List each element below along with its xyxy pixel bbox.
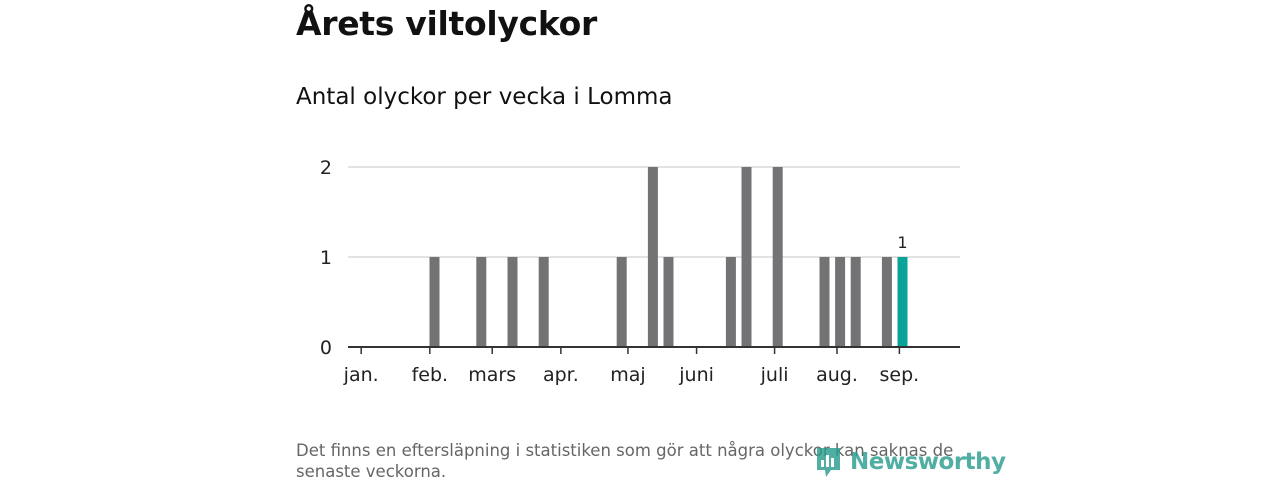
- x-tick-label: juli: [760, 364, 789, 386]
- brand-name: Newsworthy: [850, 449, 1006, 475]
- bar: [725, 257, 736, 347]
- bar-chart: 0 1 2 1 jan. feb. mars apr. maj juni juli aug. sep.: [320, 157, 960, 386]
- x-tick-label: aug.: [816, 364, 858, 386]
- bar: [476, 257, 487, 347]
- bar: [663, 257, 674, 347]
- bar: [819, 257, 830, 347]
- bar: [741, 167, 752, 347]
- y-tick-label: 2: [320, 157, 332, 179]
- bar: [538, 257, 549, 347]
- x-tick-label: maj: [610, 364, 645, 386]
- bar: [772, 167, 783, 347]
- brand-logo: Newsworthy: [814, 444, 1006, 480]
- x-tick-label: apr.: [543, 364, 579, 386]
- x-tick-label: sep.: [880, 364, 920, 386]
- bar: [835, 257, 846, 347]
- x-tick-label: jan.: [343, 364, 379, 386]
- footnote: Det finns en eftersläpning i statistiken…: [296, 441, 954, 481]
- data-label: 1: [897, 233, 907, 252]
- bar: [429, 257, 440, 347]
- newsworthy-logo-icon: [817, 448, 840, 477]
- highlight-bar: [897, 257, 908, 347]
- bar: [850, 257, 861, 347]
- bar: [507, 257, 518, 347]
- x-tick-label: feb.: [412, 364, 448, 386]
- chart-subtitle: Antal olyckor per vecka i Lomma: [296, 84, 673, 110]
- bar: [881, 257, 892, 347]
- y-tick-label: 1: [320, 247, 332, 269]
- x-tick-label: mars: [468, 364, 516, 386]
- bar: [647, 167, 658, 347]
- x-tick-label: juni: [678, 364, 714, 386]
- bar: [616, 257, 627, 347]
- page-title: Årets viltolyckor: [296, 4, 597, 43]
- y-tick-label: 0: [320, 337, 332, 359]
